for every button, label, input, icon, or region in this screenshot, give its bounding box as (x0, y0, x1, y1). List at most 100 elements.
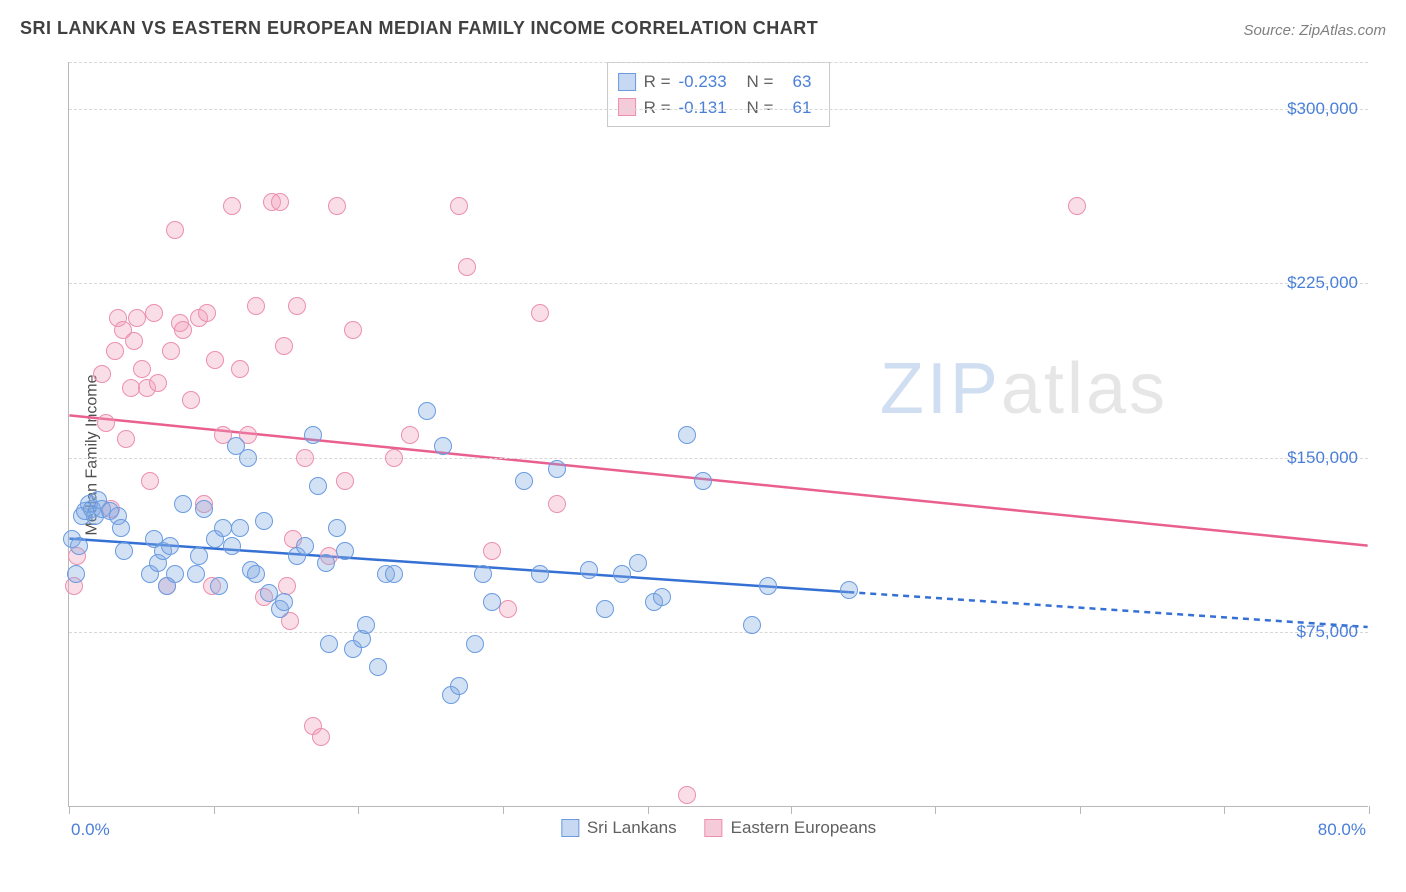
scatter-point-sri-lankans (317, 554, 335, 572)
scatter-point-sri-lankans (161, 537, 179, 555)
scatter-point-eastern-europeans (450, 197, 468, 215)
scatter-point-eastern-europeans (288, 297, 306, 315)
scatter-point-eastern-europeans (336, 472, 354, 490)
scatter-point-sri-lankans (653, 588, 671, 606)
scatter-point-sri-lankans (320, 635, 338, 653)
scatter-point-eastern-europeans (531, 304, 549, 322)
scatter-point-sri-lankans (309, 477, 327, 495)
scatter-point-eastern-europeans (133, 360, 151, 378)
x-axis-tick (214, 806, 215, 814)
legend-item-sri-lankans: Sri Lankans (561, 818, 677, 838)
stat-value: -0.131 (679, 95, 739, 121)
scatter-point-eastern-europeans (458, 258, 476, 276)
x-axis-min: 0.0% (71, 820, 110, 840)
scatter-point-eastern-europeans (106, 342, 124, 360)
swatch-sri-lankans (618, 73, 636, 91)
scatter-point-eastern-europeans (206, 351, 224, 369)
scatter-point-sri-lankans (231, 519, 249, 537)
swatch-sri-lankans (561, 819, 579, 837)
scatter-point-sri-lankans (357, 616, 375, 634)
scatter-point-eastern-europeans (548, 495, 566, 513)
x-axis-tick (648, 806, 649, 814)
stats-row-sri-lankans: R = -0.233 N = 63 (618, 69, 812, 95)
scatter-point-eastern-europeans (162, 342, 180, 360)
scatter-point-sri-lankans (336, 542, 354, 560)
plot-area: ZIPatlas R = -0.233 N = 63 R = -0.131 N … (68, 62, 1368, 807)
y-axis-tick-label: $300,000 (1287, 99, 1358, 119)
x-axis-tick (69, 806, 70, 814)
x-axis-tick (935, 806, 936, 814)
stat-value: -0.233 (679, 69, 739, 95)
scatter-point-sri-lankans (187, 565, 205, 583)
stats-row-eastern-europeans: R = -0.131 N = 61 (618, 95, 812, 121)
swatch-eastern-europeans (618, 98, 636, 116)
stat-value: 61 (781, 95, 811, 121)
scatter-point-sri-lankans (239, 449, 257, 467)
scatter-point-sri-lankans (743, 616, 761, 634)
scatter-point-sri-lankans (450, 677, 468, 695)
scatter-point-sri-lankans (531, 565, 549, 583)
scatter-point-sri-lankans (255, 512, 273, 530)
x-axis-tick (1080, 806, 1081, 814)
y-axis-tick-label: $150,000 (1287, 448, 1358, 468)
scatter-point-eastern-europeans (385, 449, 403, 467)
scatter-point-sri-lankans (67, 565, 85, 583)
x-axis-tick (791, 806, 792, 814)
legend-label: Eastern Europeans (731, 818, 877, 838)
gridline (69, 283, 1368, 284)
scatter-point-sri-lankans (678, 426, 696, 444)
scatter-point-eastern-europeans (117, 430, 135, 448)
chart-title: SRI LANKAN VS EASTERN EUROPEAN MEDIAN FA… (20, 18, 818, 39)
x-axis-max: 80.0% (1318, 820, 1366, 840)
bottom-legend: Sri Lankans Eastern Europeans (561, 818, 876, 838)
scatter-point-sri-lankans (223, 537, 241, 555)
scatter-point-sri-lankans (112, 519, 130, 537)
gridline (69, 458, 1368, 459)
y-axis-tick-label: $75,000 (1297, 622, 1358, 642)
scatter-point-eastern-europeans (145, 304, 163, 322)
scatter-point-sri-lankans (296, 537, 314, 555)
scatter-point-sri-lankans (210, 577, 228, 595)
scatter-point-eastern-europeans (149, 374, 167, 392)
legend-item-eastern-europeans: Eastern Europeans (705, 818, 877, 838)
scatter-point-eastern-europeans (93, 365, 111, 383)
scatter-point-sri-lankans (474, 565, 492, 583)
scatter-point-sri-lankans (247, 565, 265, 583)
watermark: ZIPatlas (880, 348, 1168, 430)
scatter-point-eastern-europeans (141, 472, 159, 490)
chart-container: Median Family Income ZIPatlas R = -0.233… (20, 50, 1386, 860)
stats-legend: R = -0.233 N = 63 R = -0.131 N = 61 (607, 62, 831, 127)
scatter-point-eastern-europeans (174, 321, 192, 339)
stat-value: 63 (781, 69, 811, 95)
legend-label: Sri Lankans (587, 818, 677, 838)
scatter-point-sri-lankans (418, 402, 436, 420)
scatter-point-eastern-europeans (328, 197, 346, 215)
scatter-point-sri-lankans (166, 565, 184, 583)
scatter-point-sri-lankans (515, 472, 533, 490)
stat-label: R = (644, 95, 671, 121)
scatter-point-sri-lankans (275, 593, 293, 611)
stat-label: R = (644, 69, 671, 95)
gridline (69, 62, 1368, 63)
scatter-point-eastern-europeans (247, 297, 265, 315)
scatter-point-sri-lankans (466, 635, 484, 653)
scatter-point-eastern-europeans (271, 193, 289, 211)
scatter-point-sri-lankans (195, 500, 213, 518)
x-axis-tick (1369, 806, 1370, 814)
scatter-point-eastern-europeans (125, 332, 143, 350)
gridline (69, 109, 1368, 110)
source-label: Source: ZipAtlas.com (1243, 22, 1386, 39)
scatter-point-eastern-europeans (97, 414, 115, 432)
x-axis-tick (503, 806, 504, 814)
x-axis-tick (1224, 806, 1225, 814)
scatter-point-sri-lankans (174, 495, 192, 513)
scatter-point-sri-lankans (369, 658, 387, 676)
scatter-point-sri-lankans (596, 600, 614, 618)
scatter-point-sri-lankans (483, 593, 501, 611)
trend-lines (69, 62, 1368, 806)
scatter-point-sri-lankans (759, 577, 777, 595)
y-axis-tick-label: $225,000 (1287, 273, 1358, 293)
gridline (69, 632, 1368, 633)
scatter-point-sri-lankans (328, 519, 346, 537)
scatter-point-eastern-europeans (166, 221, 184, 239)
